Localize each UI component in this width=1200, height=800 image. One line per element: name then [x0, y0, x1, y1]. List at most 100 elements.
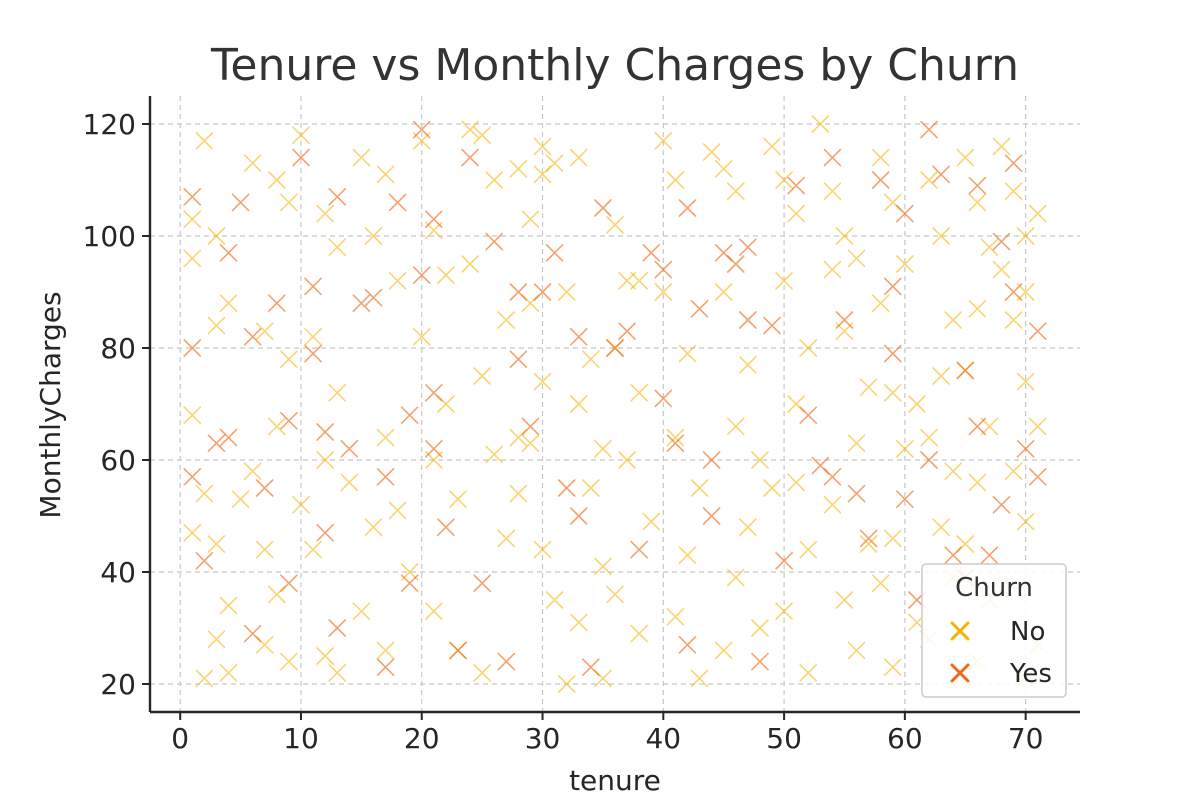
data-point-yes: [400, 406, 419, 425]
data-point-no: [231, 490, 250, 509]
data-point-no: [751, 451, 769, 469]
data-point-no: [775, 171, 793, 189]
data-point-no: [763, 137, 781, 156]
data-point-yes: [992, 232, 1011, 251]
data-point-yes: [569, 327, 588, 346]
data-point-yes: [376, 658, 395, 677]
data-point-no: [268, 171, 286, 189]
data-point-yes: [944, 546, 962, 565]
data-point-yes: [195, 551, 214, 570]
data-point-no: [859, 535, 878, 553]
data-point-no: [654, 283, 673, 301]
data-point-no: [557, 675, 576, 693]
data-point-no: [316, 204, 334, 223]
data-point-no: [183, 406, 202, 425]
data-point-yes: [932, 165, 950, 184]
data-point-no: [992, 137, 1011, 156]
x-tick-label: 50: [766, 722, 802, 755]
data-point-yes: [340, 439, 359, 458]
data-point-no: [847, 434, 866, 453]
x-tick-label: 40: [645, 722, 681, 755]
data-point-no: [690, 669, 709, 688]
data-point-no: [630, 624, 648, 643]
data-point-yes: [883, 344, 902, 363]
data-point-no: [702, 143, 721, 161]
data-point-no: [823, 495, 842, 514]
data-point-yes: [968, 176, 987, 195]
data-point-yes: [183, 188, 202, 206]
data-point-no: [195, 669, 214, 688]
data-point-no: [920, 171, 938, 189]
data-point-no: [533, 137, 552, 156]
data-point-no: [1028, 204, 1047, 223]
data-point-yes: [823, 467, 842, 486]
data-point-no: [871, 574, 890, 593]
data-point-no: [666, 607, 685, 626]
data-point-no: [594, 557, 612, 576]
data-point-yes: [980, 546, 999, 565]
data-point-no: [835, 591, 854, 609]
data-point-yes: [316, 523, 334, 542]
data-point-yes: [847, 484, 866, 503]
data-point-yes: [328, 188, 347, 206]
data-point-no: [437, 266, 455, 285]
data-point-no: [968, 299, 987, 318]
data-point-yes: [1004, 283, 1023, 301]
data-point-no: [751, 619, 769, 637]
data-point-no: [364, 227, 383, 245]
data-point-no: [485, 171, 504, 189]
legend-marker-no: [950, 621, 970, 641]
data-point-no: [195, 132, 214, 150]
data-point-no: [1016, 227, 1035, 245]
data-point-yes: [726, 255, 745, 273]
data-point-no: [618, 271, 636, 290]
data-point-yes: [364, 288, 383, 307]
y-tick-label: 20: [100, 668, 136, 701]
data-point-yes: [545, 244, 564, 262]
data-point-no: [376, 641, 395, 660]
legend-marker-yes: [950, 663, 970, 683]
data-point-yes: [425, 210, 443, 228]
y-axis-label: MonthlyCharges: [34, 291, 67, 518]
data-point-no: [533, 372, 552, 391]
data-point-no: [280, 652, 298, 671]
data-point-yes: [1004, 154, 1023, 172]
data-point-no: [606, 585, 624, 604]
legend-label-no: No: [1010, 617, 1045, 647]
data-point-no: [944, 311, 962, 329]
data-point-no: [606, 216, 624, 234]
data-point-yes: [1028, 467, 1047, 486]
data-point-no: [569, 148, 588, 167]
data-point-yes: [352, 294, 371, 313]
data-point-no: [968, 193, 987, 212]
data-point-yes: [231, 193, 250, 212]
data-point-no: [328, 663, 347, 682]
data-point-no: [388, 271, 407, 290]
data-point-yes: [630, 540, 648, 559]
data-point-no: [509, 160, 528, 178]
data-point-yes: [219, 244, 238, 262]
data-point-no: [557, 283, 576, 301]
data-point-no: [799, 339, 818, 357]
data-point-no: [1004, 311, 1023, 329]
data-point-yes: [896, 490, 914, 509]
data-point-yes: [799, 406, 818, 425]
data-point-yes: [304, 344, 322, 363]
data-point-no: [714, 160, 733, 178]
data-point-no: [1016, 512, 1035, 531]
data-point-yes: [412, 266, 431, 285]
data-point-no: [630, 271, 648, 290]
data-point-no: [811, 115, 830, 133]
x-tick-label: 0: [171, 722, 189, 755]
data-point-no: [569, 613, 588, 632]
data-point-no: [896, 439, 914, 458]
data-point-no: [195, 484, 214, 503]
data-point-yes: [642, 244, 661, 262]
data-point-yes: [461, 148, 479, 167]
data-point-yes: [425, 383, 443, 402]
y-tick-label: 100: [83, 220, 136, 253]
data-point-no: [219, 294, 238, 313]
data-point-no: [207, 630, 226, 649]
data-point-no: [1016, 372, 1035, 391]
x-tick-label: 30: [525, 722, 561, 755]
